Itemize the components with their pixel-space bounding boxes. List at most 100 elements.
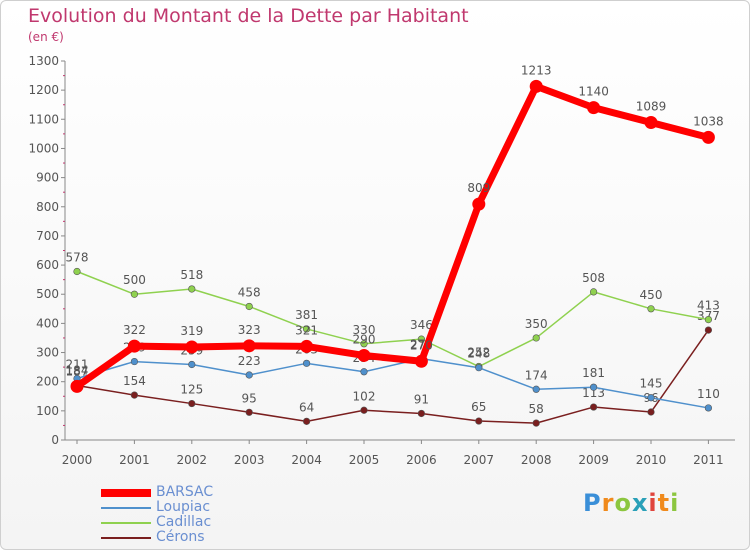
y-tick-label: 400 bbox=[36, 316, 59, 330]
series-line-barsac bbox=[73, 82, 712, 390]
y-tick-label: 900 bbox=[36, 171, 59, 185]
legend-item-cadillac: Cadillac bbox=[101, 515, 213, 530]
data-label-cerons: 91 bbox=[414, 392, 429, 406]
data-label-barsac: 319 bbox=[180, 324, 203, 338]
data-label-cadillac: 500 bbox=[123, 273, 146, 287]
data-point-cadillac bbox=[73, 267, 81, 276]
y-tick-label: 100 bbox=[36, 404, 59, 418]
data-point-cadillac bbox=[589, 288, 598, 296]
x-tick-label: 2011 bbox=[693, 453, 724, 467]
data-label-cerons: 65 bbox=[471, 400, 486, 414]
x-tick-label: 2002 bbox=[177, 453, 208, 467]
data-label-cadillac: 518 bbox=[180, 268, 203, 282]
data-point-cerons bbox=[589, 403, 598, 411]
data-point-barsac bbox=[70, 379, 84, 393]
y-tick-label: 1300 bbox=[28, 54, 59, 68]
data-point-cerons bbox=[417, 409, 426, 418]
data-label-cerons: 125 bbox=[180, 383, 203, 397]
proxiti-logo: Proxiti bbox=[583, 489, 679, 517]
logo-letter: i bbox=[648, 489, 658, 517]
data-label-barsac: 290 bbox=[353, 332, 376, 346]
data-point-cadillac bbox=[704, 315, 713, 324]
data-point-cerons bbox=[475, 417, 483, 425]
data-point-cadillac bbox=[245, 302, 253, 311]
y-tick-label: 700 bbox=[36, 229, 59, 243]
data-label-barsac: 323 bbox=[238, 323, 261, 337]
data-label-barsac: 1089 bbox=[636, 100, 667, 114]
legend-swatch-barsac bbox=[101, 488, 151, 497]
x-tick-label: 2003 bbox=[234, 453, 265, 467]
data-label-cerons: 58 bbox=[529, 402, 544, 416]
data-label-cadillac: 458 bbox=[238, 285, 261, 299]
data-label-loupiac: 174 bbox=[525, 368, 548, 382]
data-point-loupiac bbox=[245, 371, 253, 379]
data-label-cerons: 113 bbox=[582, 386, 605, 400]
data-label-barsac: 322 bbox=[123, 323, 146, 337]
data-label-barsac: 1140 bbox=[578, 85, 609, 99]
data-label-barsac: 321 bbox=[295, 323, 318, 337]
data-label-loupiac: 110 bbox=[697, 387, 720, 401]
legend-label: Cadillac bbox=[156, 514, 212, 530]
y-tick-label: 0 bbox=[51, 433, 59, 447]
data-point-barsac bbox=[701, 130, 715, 144]
y-tick-label: 1100 bbox=[28, 112, 59, 126]
y-tick-label: 500 bbox=[36, 287, 59, 301]
data-point-cadillac bbox=[532, 334, 540, 342]
data-point-cerons bbox=[303, 417, 311, 425]
x-tick-label: 2010 bbox=[636, 453, 667, 467]
data-point-cadillac bbox=[130, 290, 138, 298]
data-point-loupiac bbox=[647, 394, 655, 402]
logo-letter: x bbox=[631, 489, 649, 517]
legend-item-cerons: Cérons bbox=[101, 530, 213, 545]
data-label-cadillac: 381 bbox=[295, 308, 318, 322]
data-point-cerons bbox=[188, 399, 196, 408]
data-label-cerons: 187 bbox=[66, 364, 89, 378]
data-point-cerons bbox=[130, 391, 138, 399]
data-point-barsac bbox=[414, 354, 428, 368]
x-tick-label: 2004 bbox=[291, 453, 322, 467]
unit-label: (en €) bbox=[28, 30, 64, 44]
data-point-cadillac bbox=[417, 335, 426, 343]
data-label-barsac: 1038 bbox=[693, 114, 724, 128]
series-line-cerons bbox=[76, 329, 710, 424]
data-label-barsac: 809 bbox=[467, 181, 490, 195]
series-line-loupiac bbox=[76, 357, 710, 409]
data-point-cerons bbox=[532, 419, 540, 427]
data-point-cerons bbox=[704, 326, 713, 334]
data-point-barsac bbox=[185, 340, 199, 354]
legend-swatch-cadillac bbox=[101, 521, 151, 524]
logo-letter: t bbox=[657, 489, 671, 517]
y-tick-label: 600 bbox=[36, 258, 59, 272]
data-point-barsac bbox=[529, 79, 543, 93]
x-tick-label: 2001 bbox=[119, 453, 150, 467]
data-point-cadillac bbox=[303, 325, 311, 333]
data-label-cadillac: 330 bbox=[353, 323, 376, 337]
data-point-barsac bbox=[242, 339, 256, 353]
legend-item-barsac: BARSAC bbox=[101, 485, 213, 500]
x-tick-label: 2008 bbox=[521, 453, 552, 467]
data-point-loupiac bbox=[130, 357, 138, 366]
data-label-cerons: 102 bbox=[353, 389, 376, 403]
data-point-barsac bbox=[357, 348, 371, 362]
legend: BARSAC Loupiac Cadillac Cérons bbox=[101, 485, 213, 545]
legend-label: BARSAC bbox=[156, 484, 214, 500]
data-label-barsac: 270 bbox=[410, 338, 433, 352]
x-tick-label: 2005 bbox=[349, 453, 380, 467]
data-point-barsac bbox=[587, 101, 601, 115]
data-label-cerons: 64 bbox=[299, 400, 314, 414]
data-point-cerons bbox=[360, 406, 368, 414]
data-label-loupiac: 181 bbox=[582, 366, 605, 380]
data-label-cadillac: 350 bbox=[525, 317, 548, 331]
data-label-barsac: 184 bbox=[66, 363, 89, 377]
legend-swatch-cerons bbox=[101, 536, 151, 539]
data-label-barsac: 1213 bbox=[521, 63, 552, 77]
data-point-cerons bbox=[245, 408, 253, 416]
x-tick-label: 2000 bbox=[62, 453, 93, 467]
data-point-barsac bbox=[127, 339, 141, 353]
data-point-barsac bbox=[644, 116, 658, 130]
data-point-loupiac bbox=[532, 385, 540, 393]
logo-letter: P bbox=[583, 489, 602, 517]
x-tick-label: 2007 bbox=[464, 453, 495, 467]
legend-label: Cérons bbox=[156, 529, 205, 545]
